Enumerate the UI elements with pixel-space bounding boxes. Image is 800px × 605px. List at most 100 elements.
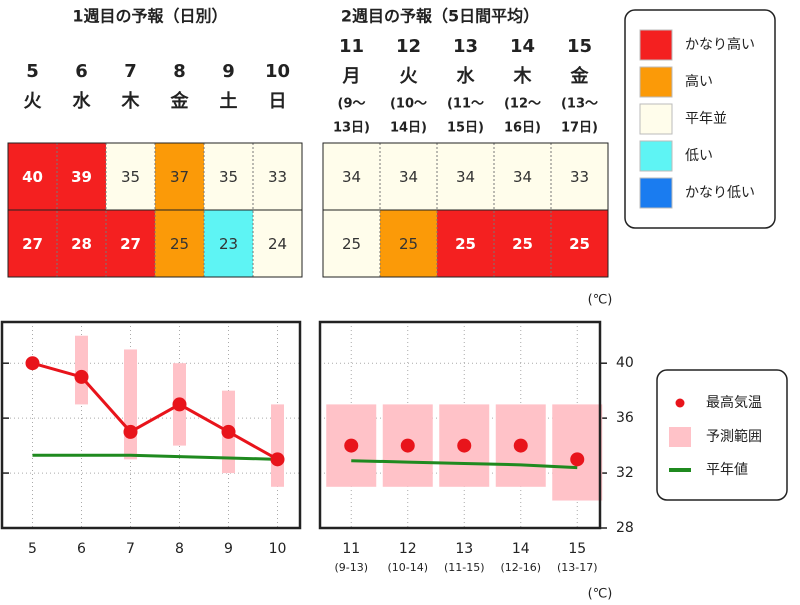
- max-temp-point: [74, 369, 89, 384]
- table-frame: [7, 142, 303, 278]
- x-tick-label: 14: [512, 541, 530, 557]
- legend-label: 低い: [685, 148, 713, 164]
- cell: [106, 143, 155, 210]
- max-temp-line: [32, 361, 279, 461]
- cell: [551, 210, 608, 277]
- legend-label: 高い: [685, 73, 713, 90]
- x-tick-label: 12: [399, 541, 417, 557]
- date-range: 13日): [333, 121, 370, 136]
- x-tick-label: 5: [28, 541, 37, 557]
- day-number: 6: [75, 61, 88, 82]
- x-tick-label: 7: [126, 541, 135, 557]
- cell-value: 27: [22, 235, 43, 253]
- weekday: 木: [513, 65, 533, 87]
- max-temp-point: [123, 424, 138, 439]
- plot-frame: [0, 320, 302, 530]
- cell: [155, 143, 204, 210]
- week2-title: 2週目の予報（5日間平均）: [341, 7, 539, 26]
- date-range: (10〜: [390, 97, 427, 112]
- x-tick-sublabel: (12-16): [500, 561, 541, 574]
- legend-swatch: [639, 140, 673, 172]
- cell-value: 25: [399, 235, 418, 253]
- cell-value: 25: [512, 235, 533, 253]
- cell: [380, 210, 437, 277]
- cell: [253, 210, 302, 277]
- max-temp-point: [172, 397, 187, 412]
- weekday: 木: [121, 90, 141, 112]
- plot-bg: [2, 322, 300, 528]
- x-tick-label: 11: [342, 541, 360, 557]
- date-range: (13〜: [561, 97, 598, 112]
- plot-frame: [318, 320, 602, 530]
- max-temp-point: [457, 438, 472, 453]
- cell-value: 33: [570, 168, 589, 186]
- legend-point: [675, 398, 685, 408]
- legend-label: 平年並: [685, 111, 727, 127]
- cell-value: 25: [569, 235, 590, 253]
- weekday: 日: [269, 91, 287, 112]
- cell: [204, 143, 253, 210]
- cell: [323, 210, 380, 277]
- legend-swatch: [639, 66, 673, 98]
- cell: [8, 143, 57, 210]
- cell-value: 35: [121, 168, 140, 186]
- cell-value: 23: [219, 235, 238, 253]
- cell: [57, 143, 106, 210]
- day-number: 8: [173, 61, 186, 82]
- day-number: 9: [222, 61, 235, 82]
- date-range: 15日): [447, 121, 484, 136]
- cell-value: 37: [170, 168, 189, 186]
- weekday: 水: [73, 90, 92, 112]
- day-number: 5: [26, 61, 39, 82]
- day-number: 14: [510, 36, 535, 57]
- table-frame: [322, 142, 609, 278]
- legend-label: かなり低い: [685, 185, 755, 201]
- weekday: 火: [400, 66, 419, 87]
- cell-value: 25: [170, 235, 189, 253]
- x-tick-label: 10: [269, 541, 287, 557]
- y-unit: (℃): [588, 293, 613, 308]
- range-bar: [271, 404, 284, 487]
- footer-unit: (℃): [588, 587, 613, 602]
- x-tick-sublabel: (11-15): [444, 561, 485, 574]
- x-tick-sublabel: (13-17): [557, 561, 598, 574]
- day-number: 7: [124, 61, 137, 82]
- cell-value: 35: [219, 168, 238, 186]
- cell: [155, 210, 204, 277]
- x-tick-label: 13: [455, 541, 473, 557]
- legend-label: 予測範囲: [706, 428, 762, 445]
- weekday: 金: [170, 90, 190, 112]
- weekday: 水: [457, 65, 476, 87]
- cell: [204, 210, 253, 277]
- cell-value: 24: [268, 235, 287, 253]
- legend-range: [669, 427, 691, 447]
- legend-label: 平年値: [706, 462, 748, 478]
- range-bar: [124, 349, 137, 460]
- week1-title: 1週目の予報（日別）: [72, 7, 227, 26]
- date-range: 16日): [504, 121, 541, 136]
- max-temp-point: [270, 452, 285, 467]
- cell: [253, 143, 302, 210]
- cell-value: 25: [455, 235, 476, 253]
- date-range: (11〜: [447, 97, 484, 112]
- cell-value: 27: [120, 235, 141, 253]
- max-temp-point: [344, 438, 359, 453]
- max-temp-point: [513, 438, 528, 453]
- max-temp-point: [400, 438, 415, 453]
- normal-line: [351, 459, 578, 470]
- legend-swatch: [639, 29, 673, 61]
- cell-value: 40: [22, 168, 43, 186]
- x-tick-label: 15: [568, 541, 586, 557]
- legend-label: 最高気温: [706, 394, 762, 411]
- x-tick-sublabel: (9-13): [334, 561, 368, 574]
- y-tick-label: 36: [616, 410, 634, 426]
- max-temp-point: [221, 424, 236, 439]
- x-tick-label: 8: [175, 541, 184, 557]
- day-number: 15: [567, 36, 592, 57]
- cell: [106, 210, 155, 277]
- y-tick-label: 32: [616, 465, 634, 481]
- legend-swatch: [639, 177, 673, 209]
- cell: [551, 143, 608, 210]
